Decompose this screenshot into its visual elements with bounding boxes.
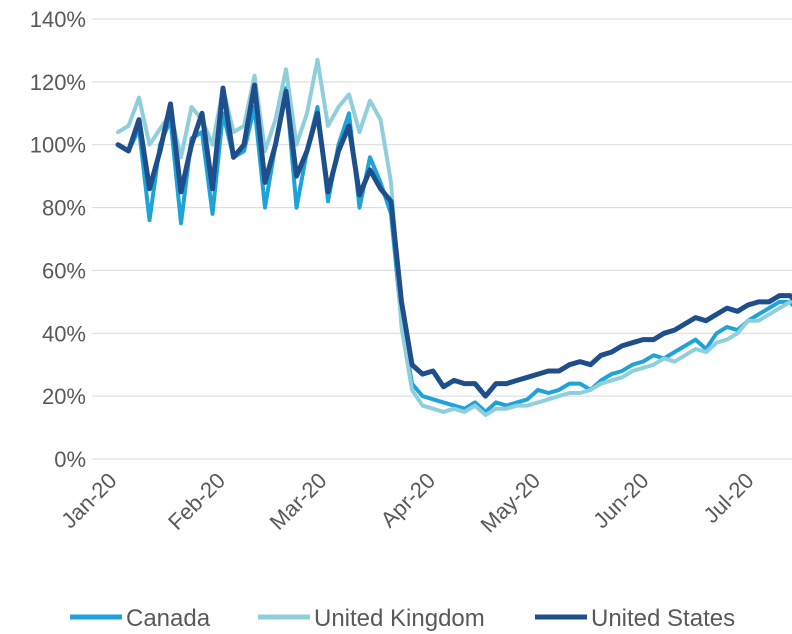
y-tick-label: 20% [42,384,86,409]
y-tick-label: 40% [42,321,86,346]
x-tick-label: Jun-20 [588,468,653,533]
y-tick-label: 0% [54,447,86,472]
y-tick-label: 60% [42,258,86,283]
x-tick-label: Feb-20 [163,468,230,535]
x-tick-label: Jul-20 [698,468,758,528]
y-tick-label: 140% [30,7,86,32]
series-lines [115,57,792,417]
x-tick-label: Mar-20 [265,468,332,535]
y-tick-label: 100% [30,133,86,158]
x-tick-label: Jan-20 [56,468,121,533]
y-tick-label: 80% [42,196,86,221]
series-line-united-states [115,82,792,399]
legend-label-united-states: United States [591,605,735,632]
y-tick-label: 120% [30,70,86,95]
legend: Canada United Kingdom United States [70,605,735,632]
series-line-united-kingdom [116,57,792,417]
x-tick-label: Apr-20 [376,468,440,532]
legend-label-united-kingdom: United Kingdom [314,605,485,632]
y-axis-tick-labels: 0% 20% 40% 60% 80% 100% 120% 140% [30,7,86,472]
x-tick-label: May-20 [475,468,545,538]
legend-label-canada: Canada [126,605,211,632]
x-axis-tick-labels: Jan-20 Feb-20 Mar-20 Apr-20 May-20 Jun-20 Jul-… [56,468,758,538]
gridlines [92,18,792,460]
